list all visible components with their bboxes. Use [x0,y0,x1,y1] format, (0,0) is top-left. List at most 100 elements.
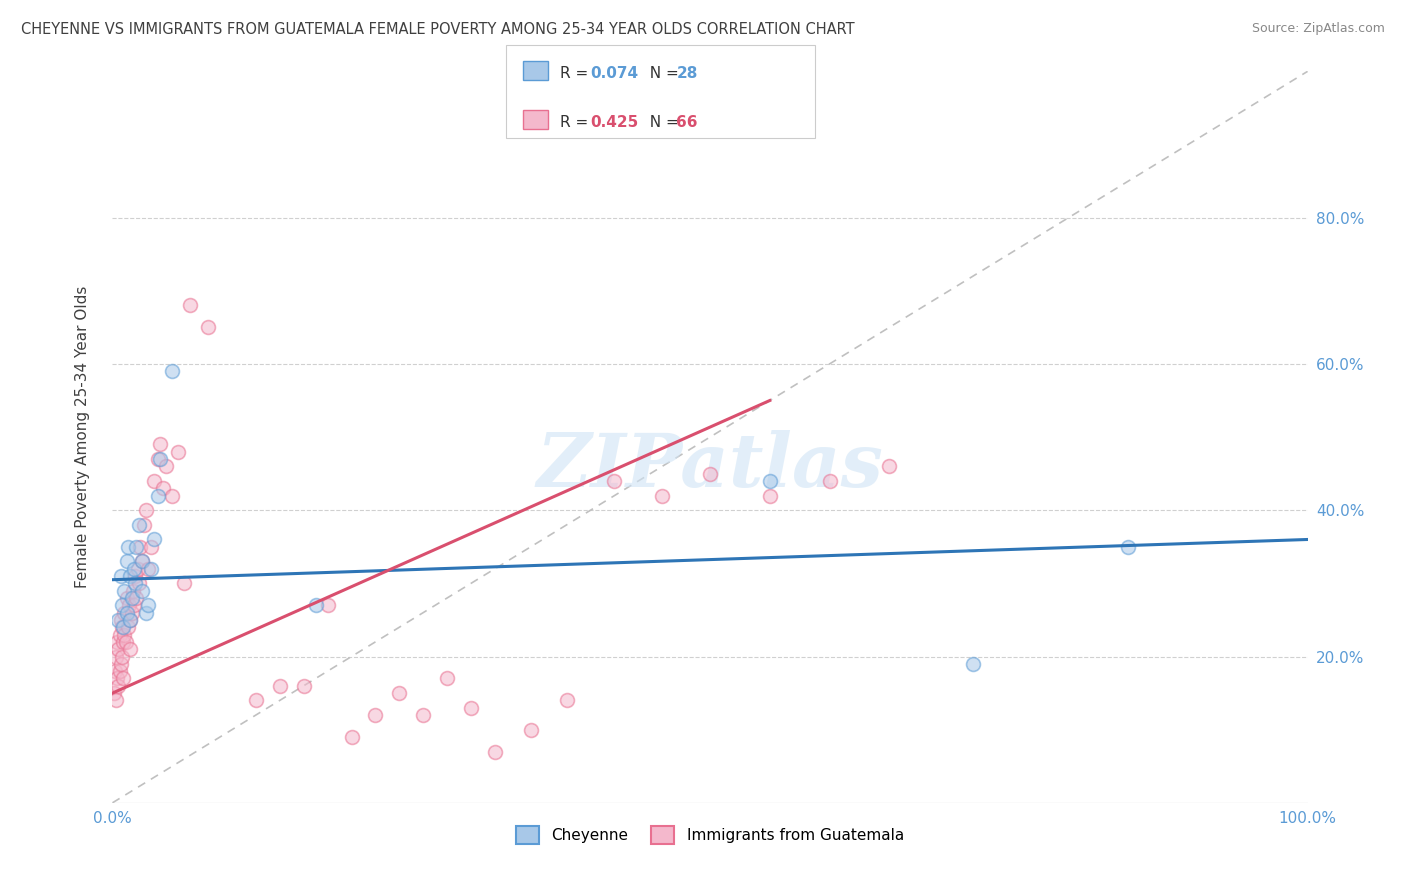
Point [197,320,219,334]
Text: 0.425: 0.425 [591,115,638,129]
Point [124,576,146,591]
Text: N =: N = [640,66,683,80]
Point [162,364,183,378]
Point [138,599,160,613]
Text: ZIPatlas: ZIPatlas [537,430,883,502]
Text: Source: ZipAtlas.com: Source: ZipAtlas.com [1251,22,1385,36]
Point [1118,540,1140,554]
Point [125,540,148,554]
Point [114,635,136,649]
Point [651,489,673,503]
Point [131,583,153,598]
Point [112,635,135,649]
Text: R =: R = [560,115,593,129]
Point [139,540,162,554]
Point [364,708,387,723]
Point [110,569,132,583]
Point [121,606,143,620]
Point [149,437,172,451]
Point [110,657,132,671]
Point [122,562,145,576]
Point [155,459,177,474]
Point [962,657,984,671]
Point [115,591,138,605]
Text: 28: 28 [676,66,697,80]
Text: 66: 66 [676,115,697,129]
Point [143,533,166,547]
Point [167,444,190,458]
Point [120,613,142,627]
Point [143,474,166,488]
Point [114,583,135,598]
Point [149,452,172,467]
Point [121,591,143,605]
Point [111,649,134,664]
Point [699,467,721,481]
Point [759,489,782,503]
Point [436,672,458,686]
Y-axis label: Female Poverty Among 25-34 Year Olds: Female Poverty Among 25-34 Year Olds [76,286,90,588]
Point [555,693,578,707]
Point [115,554,138,568]
Point [152,481,174,495]
Point [759,474,782,488]
Text: N =: N = [640,115,683,129]
Point [146,452,169,467]
Point [146,489,169,503]
Point [131,554,153,568]
Point [818,474,841,488]
Point [412,708,434,723]
Point [124,569,146,583]
Point [292,679,315,693]
Point [139,562,162,576]
Point [111,620,134,634]
Point [127,562,149,576]
Point [103,686,125,700]
Point [460,700,482,714]
Text: R =: R = [560,66,593,80]
Point [316,599,339,613]
Point [121,583,143,598]
Point [108,664,131,678]
Point [105,693,128,707]
Point [128,576,150,591]
Point [269,679,291,693]
Point [138,562,160,576]
Point [135,606,157,620]
Text: CHEYENNE VS IMMIGRANTS FROM GUATEMALA FEMALE POVERTY AMONG 25-34 YEAR OLDS CORRE: CHEYENNE VS IMMIGRANTS FROM GUATEMALA FE… [21,22,855,37]
Point [129,540,152,554]
Point [132,517,155,532]
Point [105,672,128,686]
Point [111,599,134,613]
Point [105,635,128,649]
Point [128,517,150,532]
Point [388,686,411,700]
Point [114,606,135,620]
Point [173,576,195,591]
Point [879,459,901,474]
Point [120,642,142,657]
Point [120,569,142,583]
Point [115,606,138,620]
Point [484,745,506,759]
Point [131,554,153,568]
Point [135,503,157,517]
Point [603,474,626,488]
Point [118,599,141,613]
Point [245,693,267,707]
Point [112,620,135,634]
Point [117,540,139,554]
Point [117,620,139,634]
Point [162,489,183,503]
Point [114,627,135,641]
Point [305,599,328,613]
Point [122,599,145,613]
Point [108,627,131,641]
Point [340,730,363,744]
Legend: Cheyenne, Immigrants from Guatemala: Cheyenne, Immigrants from Guatemala [510,820,910,850]
Point [520,723,543,737]
Point [112,672,135,686]
Point [179,298,201,312]
Point [120,613,142,627]
Point [107,642,129,657]
